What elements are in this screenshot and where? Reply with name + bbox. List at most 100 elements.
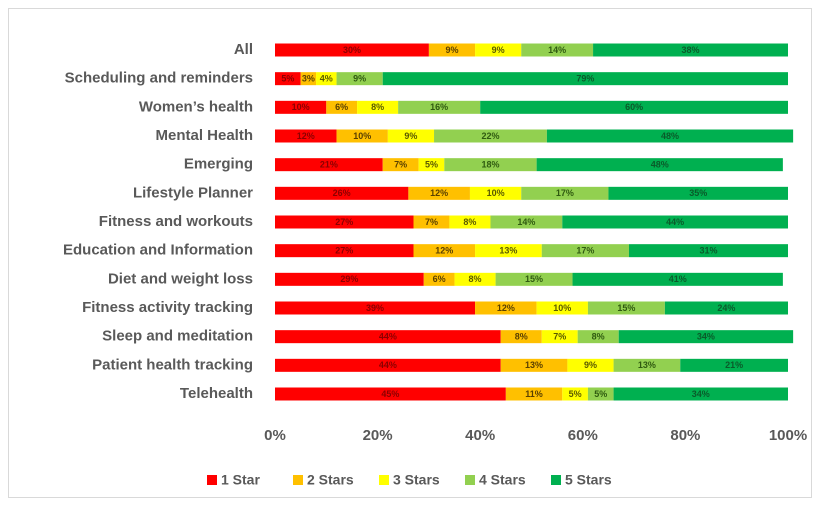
data-label: 6% <box>335 102 348 112</box>
bar-segment <box>593 43 788 57</box>
bar-segment <box>608 186 788 200</box>
data-label: 17% <box>556 188 574 198</box>
bar-segment <box>613 358 681 372</box>
data-label: 10% <box>292 102 310 112</box>
bar-segment <box>275 244 414 258</box>
x-tick-label: 60% <box>568 427 598 444</box>
data-label: 9% <box>445 45 458 55</box>
data-label: 48% <box>651 160 669 170</box>
bar-segment <box>434 129 547 143</box>
data-label: 21% <box>725 360 743 370</box>
bar-segment <box>536 158 783 172</box>
bar-segment <box>680 358 788 372</box>
data-label: 16% <box>430 102 448 112</box>
bar-segment <box>628 244 788 258</box>
bar-segment <box>275 100 327 114</box>
bar-segment <box>618 330 794 344</box>
category-label: Sleep and meditation <box>102 328 253 345</box>
category-label: Women’s health <box>139 98 253 115</box>
bar-segment <box>475 301 537 315</box>
bar-segment <box>275 186 409 200</box>
bar-segment <box>275 72 301 86</box>
data-label: 10% <box>487 188 505 198</box>
bar-segment <box>536 301 588 315</box>
bar-segment <box>490 215 563 229</box>
data-label: 24% <box>717 303 735 313</box>
bar-segment <box>275 330 501 344</box>
bar-segment <box>475 244 542 258</box>
category-label: Fitness activity tracking <box>82 299 253 316</box>
bar-segment <box>572 272 783 286</box>
bar-segment <box>664 301 788 315</box>
data-label: 7% <box>425 217 438 227</box>
bar-segment <box>480 100 788 114</box>
legend-label: 4 Stars <box>479 472 526 488</box>
bar-segment <box>382 72 788 86</box>
category-label: Fitness and workouts <box>99 213 253 230</box>
data-label: 45% <box>381 389 399 399</box>
data-label: 14% <box>517 217 535 227</box>
x-tick-label: 0% <box>264 427 286 444</box>
category-label: Telehealth <box>180 385 253 402</box>
data-label: 39% <box>366 303 384 313</box>
legend-label: 2 Stars <box>307 472 354 488</box>
category-label: All <box>234 41 253 58</box>
bar-segment <box>387 129 435 143</box>
bar-segment <box>521 43 594 57</box>
data-label: 10% <box>553 303 571 313</box>
bar-segment <box>562 215 788 229</box>
data-label: 8% <box>592 332 605 342</box>
data-label: 12% <box>430 188 448 198</box>
bar-segment <box>398 100 481 114</box>
bar-segment <box>275 158 383 172</box>
legend-label: 5 Stars <box>565 472 612 488</box>
data-label: 79% <box>576 74 594 84</box>
bar-segment <box>500 358 568 372</box>
category-label: Diet and weight loss <box>108 270 253 287</box>
data-label: 6% <box>433 274 446 284</box>
bar-segment <box>613 387 788 401</box>
data-label: 8% <box>463 217 476 227</box>
data-label: 8% <box>371 102 384 112</box>
bar-segment <box>587 387 614 401</box>
data-label: 15% <box>617 303 635 313</box>
legend-label: 1 Star <box>221 472 260 488</box>
bar-segment <box>275 43 429 57</box>
data-label: 60% <box>625 102 643 112</box>
legend-swatch <box>379 475 389 485</box>
bar-segment <box>521 186 609 200</box>
category-label: Lifestyle Planner <box>133 184 253 201</box>
data-label: 10% <box>353 131 371 141</box>
legend-swatch <box>293 475 303 485</box>
data-label: 34% <box>692 389 710 399</box>
bar-segment <box>275 387 506 401</box>
bar-segment <box>413 244 476 258</box>
bar-segment <box>577 330 619 344</box>
bar-segment <box>444 158 537 172</box>
bar-segment <box>357 100 399 114</box>
data-label: 9% <box>492 45 505 55</box>
bar-segment <box>541 244 629 258</box>
bar-segment <box>449 215 491 229</box>
bar-segment <box>428 43 476 57</box>
data-label: 7% <box>394 160 407 170</box>
data-label: 14% <box>548 45 566 55</box>
bar-segment <box>275 272 424 286</box>
x-tick-label: 40% <box>465 427 495 444</box>
category-label: Patient health tracking <box>92 356 253 373</box>
bar-segment <box>562 387 588 401</box>
data-label: 44% <box>666 217 684 227</box>
category-label: Scheduling and reminders <box>65 70 253 87</box>
data-label: 15% <box>525 274 543 284</box>
data-label: 5% <box>594 389 607 399</box>
data-label: 48% <box>661 131 679 141</box>
bar-segment <box>316 72 337 86</box>
data-label: 17% <box>576 246 594 256</box>
bar-segment <box>275 301 476 315</box>
data-label: 29% <box>340 274 358 284</box>
bar-segment <box>408 186 470 200</box>
data-label: 27% <box>335 246 353 256</box>
bar-segment <box>495 272 573 286</box>
bar-segment <box>587 301 665 315</box>
bar-segment <box>505 387 563 401</box>
